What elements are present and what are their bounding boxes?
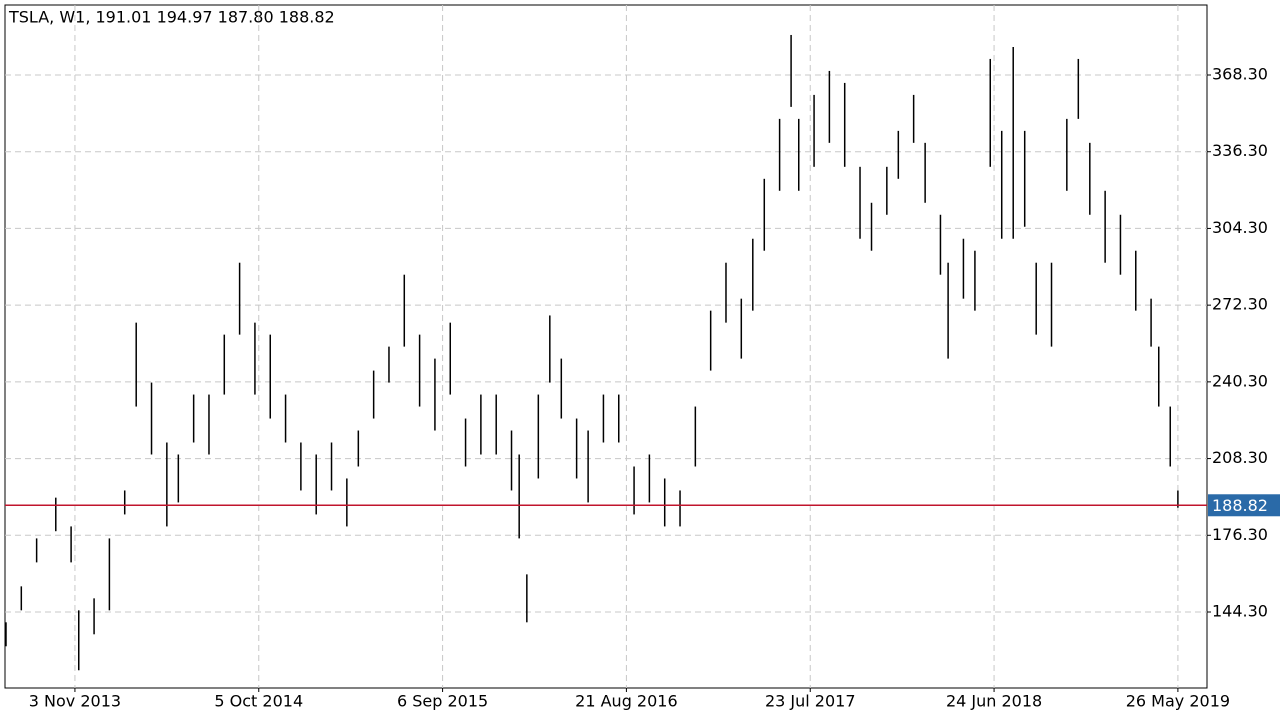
y-tick-label: 368.30: [1212, 65, 1268, 84]
x-tick-label: 24 Jun 2018: [946, 692, 1042, 711]
x-tick-label: 6 Sep 2015: [397, 692, 488, 711]
y-tick-label: 240.30: [1212, 371, 1268, 390]
price-label: 188.82: [1212, 496, 1268, 515]
y-tick-label: 144.30: [1212, 602, 1268, 621]
x-tick-label: 21 Aug 2016: [575, 692, 678, 711]
x-tick-label: 5 Oct 2014: [214, 692, 303, 711]
x-tick-label: 3 Nov 2013: [29, 692, 121, 711]
y-tick-label: 272.30: [1212, 295, 1268, 314]
x-tick-label: 26 May 2019: [1126, 692, 1230, 711]
y-tick-label: 304.30: [1212, 218, 1268, 237]
chart-title: TSLA, W1, 191.01 194.97 187.80 188.82: [8, 8, 335, 27]
plot-frame: [4, 4, 1208, 689]
x-tick-label: 23 Jul 2017: [765, 692, 856, 711]
y-tick-label: 208.30: [1212, 448, 1268, 467]
y-tick-label: 176.30: [1212, 525, 1268, 544]
y-tick-label: 336.30: [1212, 141, 1268, 160]
price-label-box: [1208, 494, 1280, 517]
